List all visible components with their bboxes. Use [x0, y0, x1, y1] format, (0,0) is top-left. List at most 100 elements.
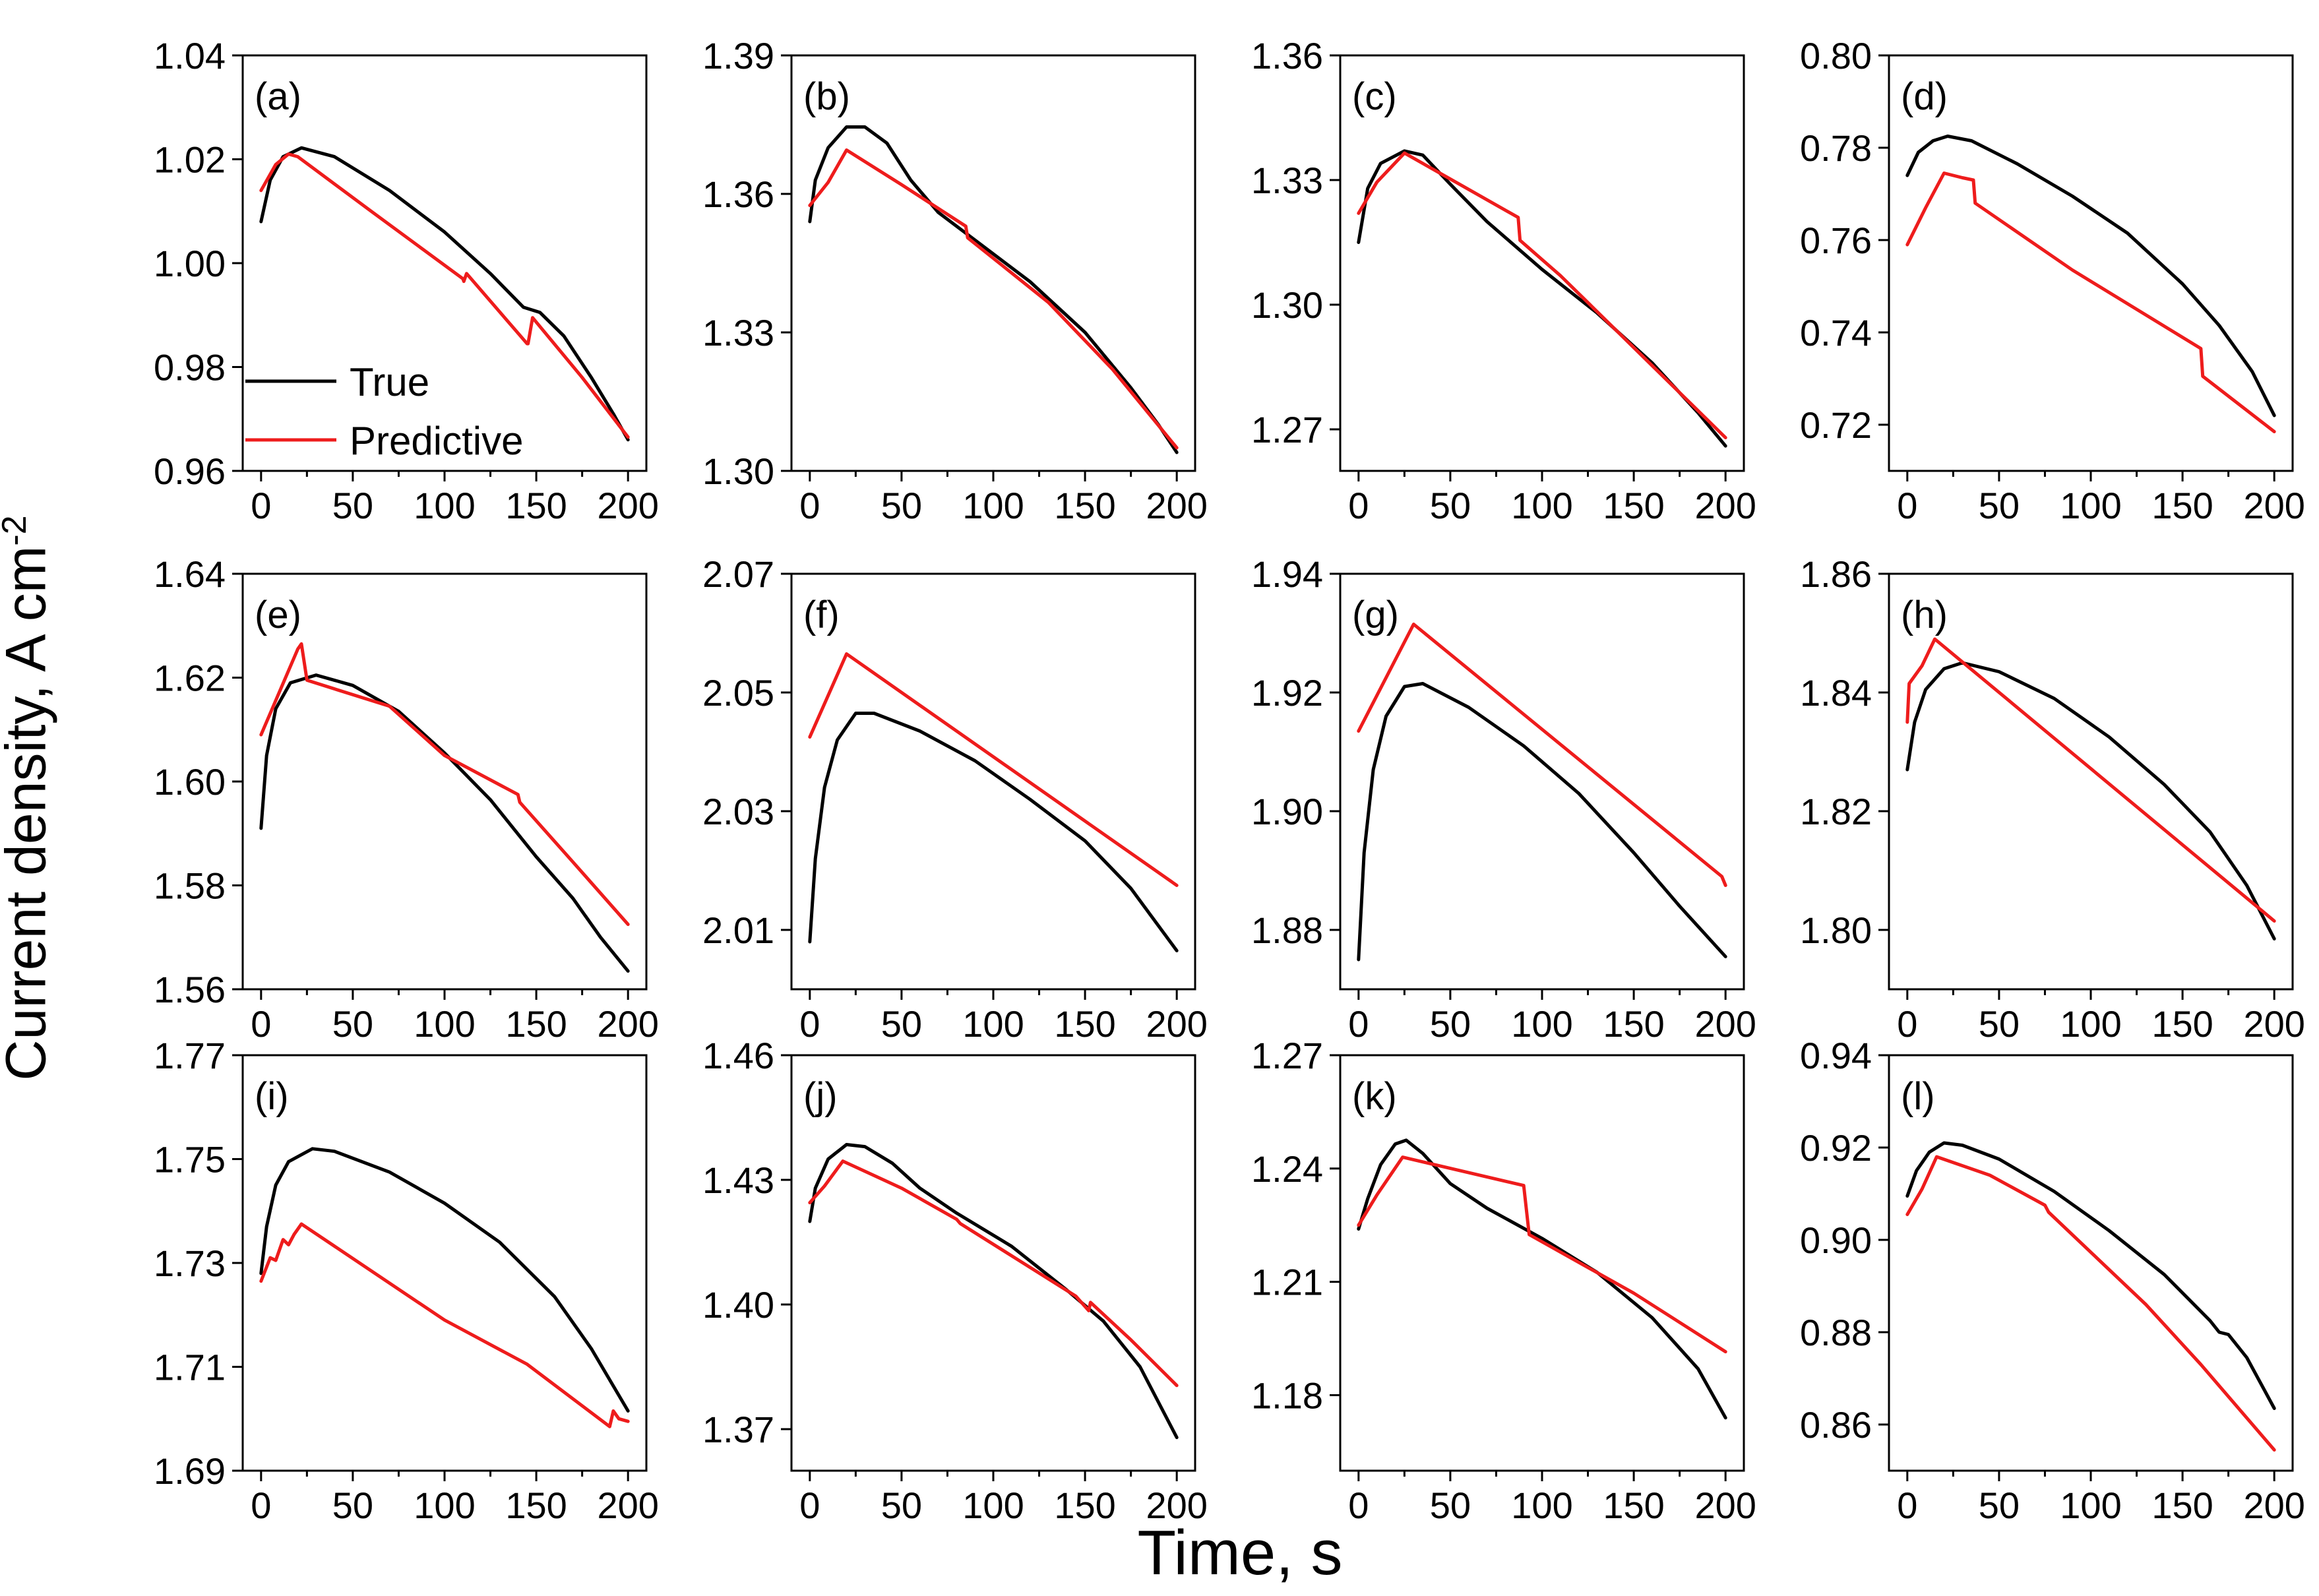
y-tick-label: 1.58 [154, 865, 226, 907]
x-tick-label: 200 [597, 485, 658, 526]
series-line-predictive [259, 1222, 630, 1428]
y-tick-label: 1.56 [154, 969, 226, 1010]
x-tick-label: 150 [2151, 1003, 2213, 1045]
x-tick-label: 200 [1694, 485, 1756, 526]
plot-frame [790, 572, 1196, 991]
panel-label: (g) [1352, 594, 1399, 636]
y-tick-label: 0.96 [154, 450, 226, 492]
y-tick-label: 1.39 [702, 35, 774, 77]
series-line-true [259, 1147, 630, 1413]
x-tick-label: 150 [505, 1003, 567, 1045]
x-tick-label: 0 [1897, 485, 1917, 526]
x-tick-label: 150 [1054, 1003, 1115, 1045]
y-tick-label: 1.80 [1800, 909, 1872, 951]
panel-label: (d) [1901, 75, 1948, 118]
series-line-predictive [259, 642, 630, 927]
series-line-true [1357, 149, 1727, 448]
panel-l: 0 50 100 150 200 0.86 0.88 0.90 0.92 0.94 (l) [1800, 1035, 2305, 1526]
x-tick-label: 50 [1979, 1485, 2020, 1526]
legend-predictive-label: Predictive [350, 419, 523, 463]
y-tick-label: 1.86 [1800, 553, 1872, 595]
panel-label: (c) [1352, 75, 1397, 118]
x-tick-label: 50 [332, 485, 373, 526]
series-line-true [808, 1143, 1179, 1440]
plot-frame [1339, 54, 1745, 472]
panel-label: (h) [1901, 594, 1948, 636]
y-tick-label: 2.03 [702, 791, 774, 832]
plot-frame [1339, 572, 1745, 991]
y-tick-label: 1.82 [1800, 791, 1872, 832]
series-line-predictive [1357, 1155, 1727, 1354]
x-tick-label: 0 [1897, 1485, 1917, 1526]
x-tick-label: 100 [962, 1003, 1024, 1045]
plot-frame [1888, 1054, 2294, 1472]
x-tick-label: 200 [1146, 1485, 1207, 1526]
x-tick-label: 50 [1430, 1485, 1471, 1526]
panel-label: (e) [255, 594, 301, 636]
x-tick-label: 100 [414, 1003, 475, 1045]
y-tick-label: 0.72 [1800, 404, 1872, 446]
y-tick-label: 2.05 [702, 672, 774, 714]
x-tick-label: 50 [1430, 1003, 1471, 1045]
series-line-true [259, 146, 630, 442]
panel-g: 0 50 100 150 200 1.88 1.90 1.92 1.94 (g) [1251, 553, 1756, 1045]
panel-label: (f) [803, 594, 840, 636]
panel-label: (i) [255, 1075, 289, 1118]
x-tick-label: 100 [2060, 1003, 2121, 1045]
y-tick-label: 2.01 [702, 909, 774, 951]
y-tick-label: 1.27 [1251, 1035, 1323, 1076]
y-axis-title-text: Current density, A cm [0, 545, 58, 1081]
y-tick-label: 0.74 [1800, 312, 1872, 353]
series-line-predictive [1357, 623, 1727, 887]
x-tick-label: 0 [799, 1003, 820, 1045]
panel-label: (b) [803, 75, 850, 118]
y-tick-label: 1.36 [702, 173, 774, 215]
panel-label: (k) [1352, 1075, 1397, 1118]
series-line-true [1357, 682, 1727, 962]
x-tick-label: 100 [414, 485, 475, 526]
plot-frame [790, 1054, 1196, 1472]
y-tick-label: 1.60 [154, 761, 226, 803]
y-tick-label: 1.84 [1800, 672, 1872, 714]
panel-label: (j) [803, 1075, 838, 1118]
x-tick-label: 200 [1146, 1003, 1207, 1045]
x-tick-label: 150 [1054, 1485, 1115, 1526]
y-tick-label: 1.18 [1251, 1374, 1323, 1416]
x-tick-label: 150 [1054, 485, 1115, 526]
y-tick-label: 1.00 [154, 243, 226, 284]
plot-frame [1888, 572, 2294, 991]
x-tick-label: 0 [251, 1003, 271, 1045]
series-line-predictive [259, 152, 630, 439]
series-line-predictive [808, 1159, 1179, 1388]
y-tick-label: 1.37 [702, 1409, 774, 1450]
y-tick-label: 0.86 [1800, 1404, 1872, 1446]
series-line-predictive [808, 148, 1179, 450]
y-tick-label: 1.64 [154, 553, 226, 595]
y-tick-label: 1.33 [702, 312, 774, 353]
y-tick-label: 0.80 [1800, 35, 1872, 77]
series-line-predictive [808, 652, 1179, 887]
x-tick-label: 200 [597, 1485, 658, 1526]
y-tick-label: 1.71 [154, 1347, 226, 1388]
x-tick-label: 100 [414, 1485, 475, 1526]
x-tick-label: 150 [1603, 1003, 1664, 1045]
plot-frame [241, 54, 648, 472]
y-tick-label: 1.69 [154, 1450, 226, 1492]
x-tick-label: 0 [251, 485, 271, 526]
panel-c: 0 50 100 150 200 1.27 1.30 1.33 1.36 (c) [1251, 35, 1756, 526]
y-tick-label: 1.73 [154, 1243, 226, 1284]
panel-a: 0 50 100 150 200 0.96 0.98 1.00 1.02 1.04 (a) [154, 35, 659, 526]
x-tick-label: 0 [1348, 485, 1369, 526]
x-tick-label: 100 [962, 485, 1024, 526]
y-tick-label: 1.77 [154, 1035, 226, 1076]
panel-f: 0 50 100 150 200 2.01 2.03 2.05 2.07 (f) [702, 553, 1208, 1045]
x-tick-label: 100 [962, 1485, 1024, 1526]
y-tick-label: 0.78 [1800, 127, 1872, 169]
series-line-predictive [1357, 151, 1727, 440]
y-tick-label: 1.94 [1251, 553, 1323, 595]
y-tick-label: 1.30 [702, 450, 774, 492]
series-line-predictive [1905, 171, 2276, 433]
plot-frame [790, 54, 1196, 472]
y-tick-label: 1.24 [1251, 1148, 1323, 1190]
y-tick-label: 1.04 [154, 35, 226, 77]
